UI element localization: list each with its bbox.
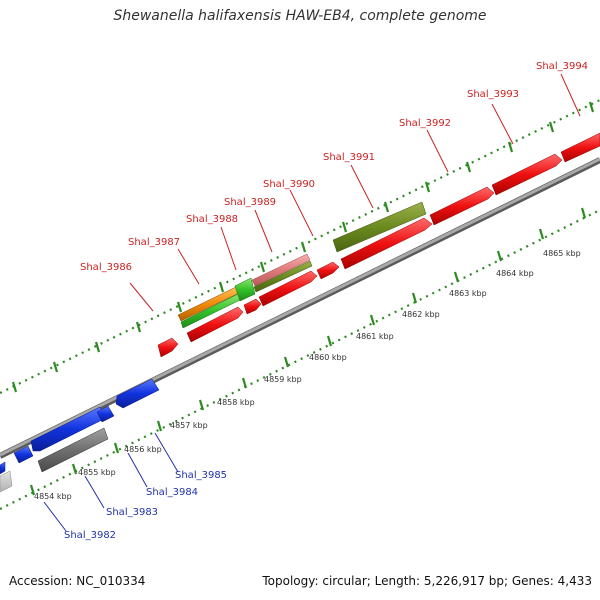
scale-label: 4861 kbp [356,332,394,341]
scale-label: 4860 kbp [309,353,347,362]
feature-pink-bar[interactable] [251,253,311,287]
scale-label: 4854 kbp [34,492,72,501]
scale-label: 4857 kbp [170,421,208,430]
feature-olive-bar[interactable] [332,201,427,253]
gene-shal-3994[interactable] [560,132,600,163]
reverse-gene-labels: Shal_3982 Shal_3983 Shal_3984 Shal_3985 [64,470,227,541]
inner-dotted-ring [0,209,600,510]
scale-label: 4855 kbp [78,468,116,477]
gene-label: Shal_3992 [399,118,451,129]
gene-shal-3992[interactable] [429,186,495,226]
accession-text: Accession: NC_010334 [9,574,146,588]
gene-label: Shal_3985 [175,470,227,481]
gene-label: Shal_3983 [106,507,158,518]
gene-label: Shal_3994 [536,61,588,72]
gene-shal-3993[interactable] [491,153,563,196]
scale-labels: 4854 kbp 4855 kbp 4856 kbp 4857 kbp 4858… [34,249,581,501]
gene-shal-3983[interactable] [37,427,109,473]
gene-label: Shal_3989 [224,197,276,208]
scale-label: 4862 kbp [402,310,440,319]
gene-label: Shal_3987 [128,237,180,248]
forward-label-leaders [129,73,581,312]
gene-label: Shal_3982 [64,530,116,541]
gene-shal-3989[interactable] [258,270,318,307]
gene-label: Shal_3991 [323,152,375,163]
gene-shal-3984[interactable] [30,406,107,452]
scale-label: 4864 kbp [496,269,534,278]
gene-shal-3982[interactable] [0,470,13,493]
gene-label: Shal_3988 [186,214,238,225]
scale-label: 4863 kbp [449,289,487,298]
feature-olive-small-bar[interactable] [253,260,313,293]
outer-ring-ticks [11,101,595,393]
map-title: Shewanella halifaxensis HAW-EB4, complet… [113,8,487,24]
gene-shal-3988[interactable] [243,298,262,315]
gene-label: Shal_3984 [146,487,198,498]
gene-reverse-small-b[interactable] [96,405,115,423]
gene-label: Shal_3993 [467,89,519,100]
gene-shal-3985[interactable] [115,378,160,409]
forward-gene-labels: Shal_3986 Shal_3987 Shal_3988 Shal_3989 … [80,61,588,273]
feature-green-block[interactable] [234,277,256,302]
scale-label: 4865 kbp [543,249,581,258]
scale-label: 4856 kbp [124,445,162,454]
inner-ring-ticks [29,207,587,496]
genome-summary-text: Topology: circular; Length: 5,226,917 bp… [262,574,592,588]
gene-shal-3991[interactable] [340,217,433,270]
gene-label: Shal_3990 [263,179,315,190]
gene-reverse-small-a[interactable] [13,445,34,464]
reverse-label-leaders [43,432,179,532]
scale-label: 4858 kbp [217,398,255,407]
gene-label: Shal_3986 [80,262,132,273]
gene-shal-3986[interactable] [157,337,179,358]
genome-backbone [0,157,600,457]
gene-reverse-edge[interactable] [0,461,6,475]
gene-shal-3987[interactable] [186,306,244,343]
scale-label: 4859 kbp [264,375,302,384]
gene-shal-3990[interactable] [316,261,340,280]
